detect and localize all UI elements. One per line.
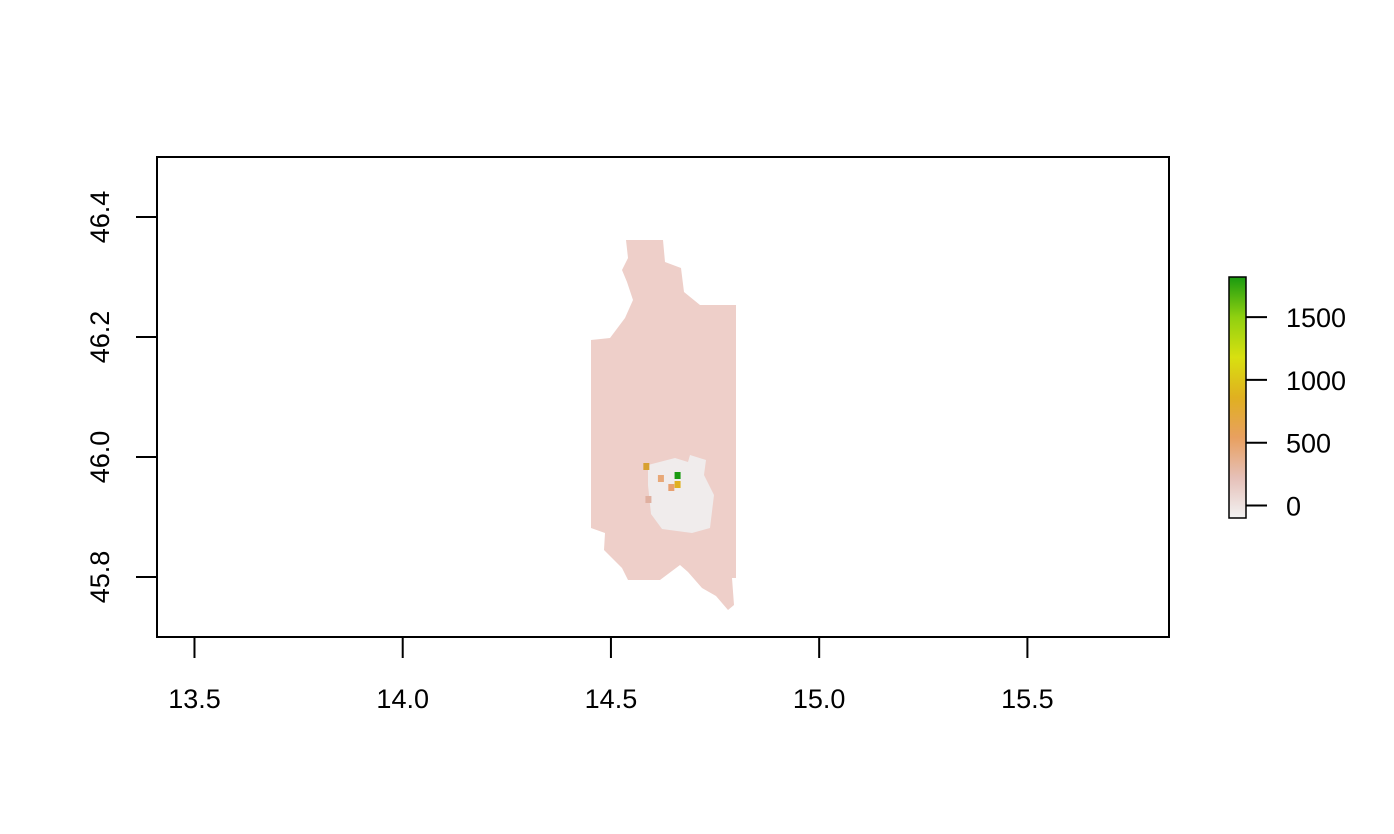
colorbar-tick-label: 1000 [1286, 366, 1346, 396]
hotspot-1 [674, 481, 681, 488]
x-axis: 13.5 14.0 14.5 15.0 15.5 [168, 636, 1054, 714]
x-tick-label: 14.5 [585, 684, 638, 714]
hotspot-3 [657, 475, 664, 482]
y-axis: 45.8 46.0 46.2 46.4 [85, 191, 158, 604]
colorbar-legend: 0 500 1000 1500 [1228, 276, 1346, 521]
raster-layer [591, 240, 736, 610]
x-tick-label: 15.0 [793, 684, 846, 714]
hotspot-5 [645, 496, 652, 503]
y-tick-label: 46.0 [85, 431, 115, 484]
y-tick-label: 46.4 [85, 191, 115, 244]
colorbar-tick-label: 500 [1286, 429, 1331, 459]
hotspots [643, 463, 681, 503]
colorbar-tick-label: 1500 [1286, 303, 1346, 333]
y-tick-label: 46.2 [85, 311, 115, 364]
y-tick-label: 45.8 [85, 551, 115, 604]
raster-region [591, 240, 736, 610]
colorbar-ticks: 0 500 1000 1500 [1246, 303, 1346, 521]
colorbar [1228, 276, 1247, 519]
colorbar-tick-label: 0 [1286, 491, 1301, 521]
x-tick-label: 15.5 [1001, 684, 1054, 714]
x-tick-label: 13.5 [168, 684, 221, 714]
x-tick-label: 14.0 [376, 684, 429, 714]
low-value-area [648, 455, 714, 533]
hotspot-4 [668, 484, 675, 491]
hotspot-2 [643, 463, 650, 470]
hotspot-0 [674, 472, 681, 479]
